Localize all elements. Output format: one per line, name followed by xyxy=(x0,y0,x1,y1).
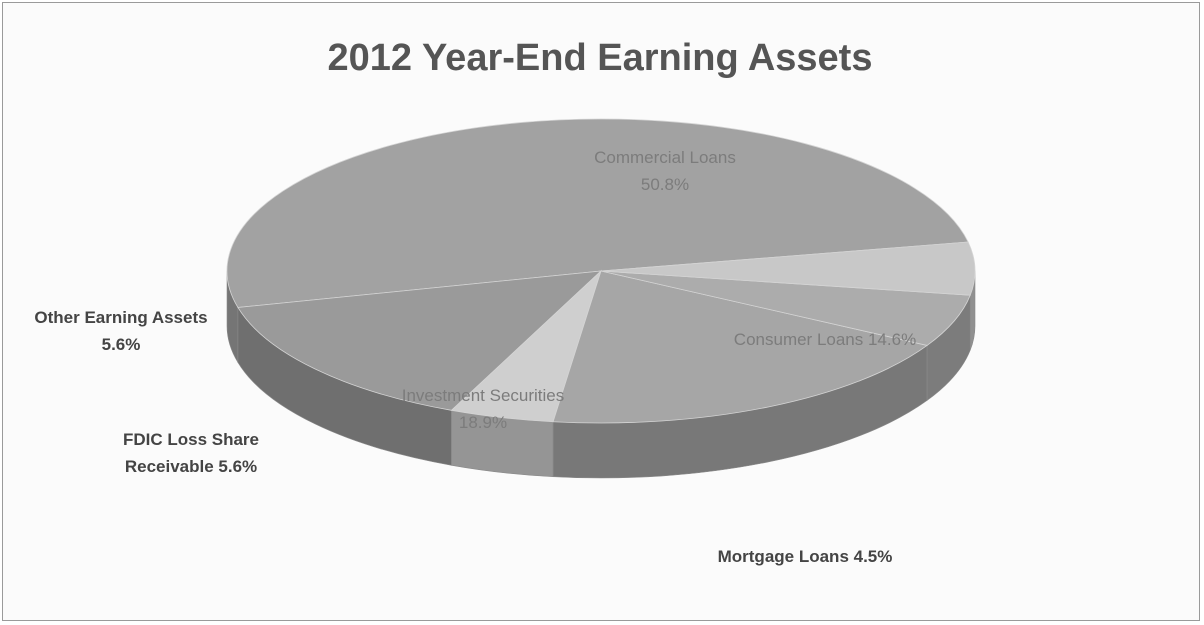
slice-label-line: 18.9% xyxy=(459,413,507,432)
slice-label-consumer-loans: Consumer Loans 14.6% xyxy=(734,330,916,349)
slice-consumer-loans xyxy=(237,270,603,411)
pie-slices xyxy=(226,118,976,424)
slice-label-line: 5.6% xyxy=(102,335,141,354)
slice-labels: Commercial Loans 50.8% Consumer Loans 14.6… xyxy=(34,148,916,566)
slice-label-mortgage-loans: Mortgage Loans 4.5% xyxy=(718,547,893,566)
slice-other-earning-assets xyxy=(600,241,976,296)
chart-title: 2012 Year-End Earning Assets xyxy=(328,37,873,79)
pie-chart: 2012 Year-End Earning Assets Commercial … xyxy=(34,37,976,566)
slice-label-line: Receivable 5.6% xyxy=(125,457,257,476)
slice-label-line: Mortgage Loans 4.5% xyxy=(718,547,893,566)
slice-commercial-loans xyxy=(226,118,969,308)
slice-label-fdic-loss-share-receivable: FDIC Loss Share Receivable 5.6% xyxy=(123,430,259,476)
slice-label-commercial-loans: Commercial Loans 50.8% xyxy=(594,148,736,194)
slice-label-investment-securities: Investment Securities 18.9% xyxy=(402,386,565,432)
slice-investment-securities xyxy=(552,270,929,424)
slice-label-line: 50.8% xyxy=(641,175,689,194)
slice-label-line: Consumer Loans 14.6% xyxy=(734,330,916,349)
slice-label-line: FDIC Loss Share xyxy=(123,430,259,449)
pie-sides xyxy=(226,270,976,479)
slice-label-line: Commercial Loans xyxy=(594,148,736,167)
slice-fdic-loss-share-receivable xyxy=(600,270,971,346)
slice-label-line: Investment Securities xyxy=(402,386,565,405)
slice-label-other-earning-assets: Other Earning Assets 5.6% xyxy=(34,308,207,354)
slice-label-line: Other Earning Assets xyxy=(34,308,207,327)
